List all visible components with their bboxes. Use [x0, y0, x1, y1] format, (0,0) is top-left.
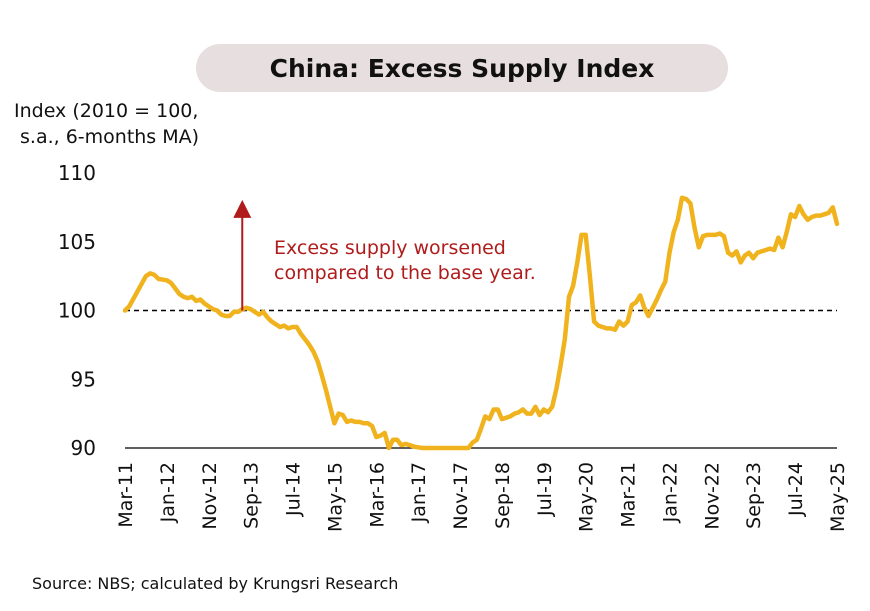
annotation-line2: compared to the base year. — [274, 262, 536, 284]
x-tick-label: May-25 — [827, 462, 849, 532]
x-tick-label: Jan-12 — [157, 462, 179, 523]
y-tick-label: 110 — [58, 161, 96, 185]
y-axis-label-line1: Index (2010 = 100, — [14, 100, 199, 122]
x-tick-label: May-15 — [324, 462, 346, 532]
chart-title: China: Excess Supply Index — [269, 53, 655, 83]
x-tick-label: Sep-23 — [743, 462, 765, 529]
annotation-line1: Excess supply worsened — [274, 237, 506, 259]
chart-title-pill: China: Excess Supply Index — [196, 44, 728, 92]
x-axis-ticks: Mar-11 Jan-12 Nov-12 Sep-13 Jul-14 May-15 Mar-… — [115, 462, 849, 532]
x-tick-label: Jul-19 — [534, 462, 556, 517]
y-axis-ticks: 110 105 100 95 90 — [58, 161, 96, 460]
x-tick-label: Sep-18 — [492, 462, 514, 529]
source-note: Source: NBS; calculated by Krungsri Rese… — [32, 574, 399, 593]
y-tick-label: 100 — [58, 299, 96, 323]
x-tick-label: Nov-17 — [450, 462, 472, 530]
annotation-arrow-head — [233, 199, 252, 218]
x-tick-label: Jul-24 — [785, 462, 807, 517]
x-tick-label: Jan-17 — [408, 462, 430, 523]
x-tick-label: Nov-22 — [701, 462, 723, 530]
x-tick-label: Jul-14 — [283, 462, 305, 517]
x-tick-label: Sep-13 — [241, 462, 263, 529]
x-tick-label: Mar-16 — [366, 462, 388, 528]
y-axis-label-line2: s.a., 6-months MA) — [20, 126, 200, 148]
annotation-arrow — [233, 199, 252, 311]
x-tick-label: May-20 — [576, 462, 598, 532]
y-tick-label: 90 — [71, 436, 96, 460]
series-line — [122, 195, 840, 451]
x-tick-label: Nov-12 — [199, 462, 221, 530]
x-tick-label: Mar-21 — [618, 462, 640, 528]
x-tick-label: Jan-22 — [659, 462, 681, 523]
y-tick-label: 95 — [71, 367, 96, 391]
y-tick-label: 105 — [58, 230, 96, 254]
x-tick-label: Mar-11 — [115, 462, 137, 528]
